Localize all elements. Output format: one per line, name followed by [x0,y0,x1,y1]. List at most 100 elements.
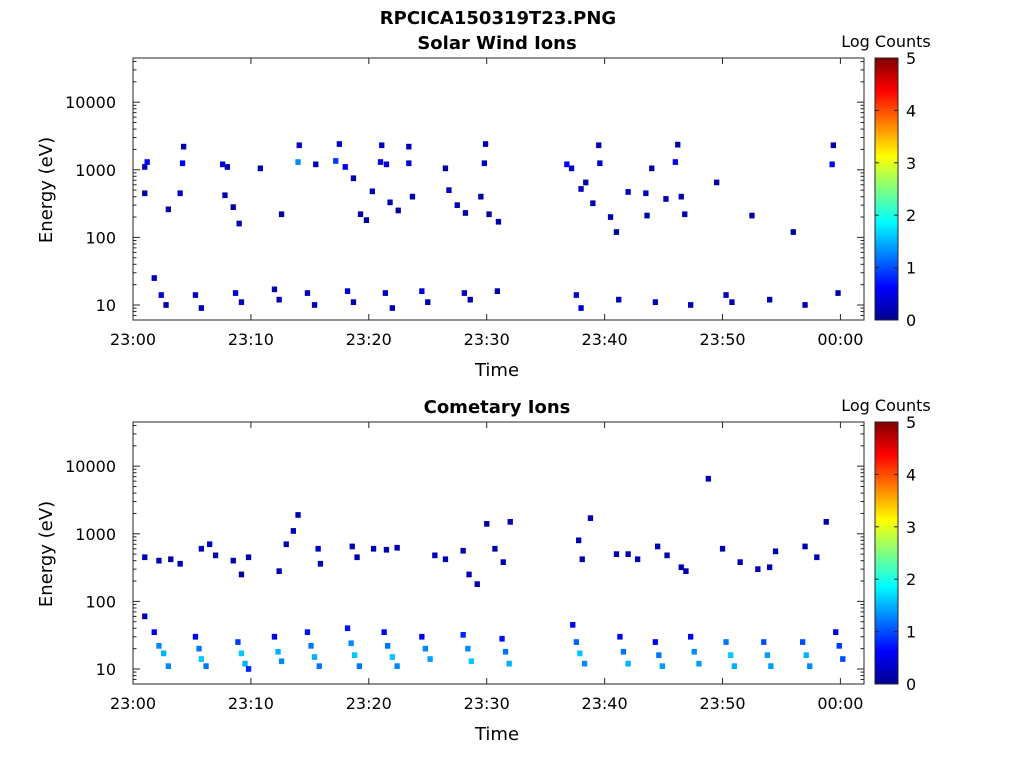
solar-wind-cell [313,161,319,168]
cometary-colorbar: 0 1 2 3 4 5 [874,413,916,694]
solar-wind-cell [363,217,370,223]
solar-wind-cell [236,220,242,227]
cometary-cell [427,656,433,662]
solar-wind-y-axis: 10 100 1000 10000 [65,60,864,321]
cometary-cell [814,554,820,561]
solar-wind-colorbar-tick-label: 3 [906,154,916,173]
cometary-cell [664,552,670,559]
cometary-cell [688,633,694,640]
cometary-cell [422,645,428,652]
cometary-cell [177,560,183,567]
solar-wind-cell [382,290,388,296]
solar-wind-cell [224,164,230,170]
solar-wind-cell [461,290,467,296]
cometary-cell [238,650,245,657]
solar-wind-cell [198,305,204,311]
solar-wind-cell [278,211,285,218]
solar-wind-x-axis: 23:00 23:10 23:20 23:30 23:40 23:50 00:00 [110,58,863,349]
cometary-cell [156,643,162,649]
solar-wind-cell [295,159,301,165]
solar-wind-x-tick-label: 23:40 [582,330,628,349]
cometary-cell [198,656,204,662]
solar-wind-y-tick-label: 1000 [75,161,116,180]
solar-wind-cell [311,302,318,308]
solar-wind-cell [644,212,650,219]
solar-wind-cell [232,290,239,296]
solar-wind-cell [336,141,342,147]
cometary-colorbar-tick-label: 2 [906,570,916,589]
cometary-cell [731,663,737,669]
cometary-cell [465,645,471,652]
cometary-cell [573,639,579,645]
cometary-cell [728,652,734,658]
cometary-x-tick-label: 00:00 [817,694,863,713]
solar-wind-cell [486,211,492,218]
cometary-cell [617,633,623,640]
cometary-cell [381,629,387,635]
solar-wind-cell [389,305,395,311]
cometary-cell [840,656,846,662]
solar-wind-xlabel: Time [474,360,519,381]
cometary-cell [506,660,512,667]
solar-wind-cell [158,292,164,298]
cometary-cell [207,541,213,548]
cometary-cell [570,622,576,628]
cometary-cell [317,560,324,567]
cometary-cell [295,512,301,518]
solar-wind-heatmap [142,141,841,311]
cometary-cell [761,639,767,645]
solar-wind-cell [379,142,385,149]
cometary-cell [705,475,711,482]
solar-wind-x-tick-label: 23:20 [346,330,392,349]
cometary-colorbar-tick-label: 0 [906,675,916,694]
cometary-cell [370,545,377,552]
solar-wind-x-tick-label: 23:10 [228,330,274,349]
solar-wind-cell [406,143,412,150]
cometary-cell [499,635,505,642]
solar-wind-colorbar-label: Log Counts [841,32,931,51]
cometary-cell [696,660,702,667]
solar-wind-cell [494,288,500,294]
solar-wind-cell [790,229,796,235]
solar-wind-cell [649,165,655,172]
cometary-cell [161,650,167,657]
cometary-cell [238,571,245,578]
solar-wind-cell [482,141,489,147]
cometary-cell [807,663,813,669]
solar-wind-ylabel: Energy (eV) [36,137,57,243]
cometary-cell [235,639,241,645]
solar-wind-cell [596,142,602,149]
cometary-cell [576,537,582,544]
cometary-cell [156,557,162,564]
cometary-y-tick-label: 1000 [75,525,116,544]
solar-wind-colorbar-tick-label: 5 [906,49,916,68]
solar-wind-cell [723,292,729,298]
solar-wind-cell [230,204,236,210]
cometary-cell [823,519,829,525]
solar-wind-cell [495,218,502,225]
solar-wind-cell [652,299,658,305]
solar-wind-colorbar-tick-label: 2 [906,206,916,225]
cometary-x-tick-label: 23:40 [582,694,628,713]
cometary-y-tick-label: 100 [85,592,116,611]
cometary-cell [577,650,583,657]
solar-wind-cell [142,164,148,170]
cometary-x-tick-label: 23:00 [110,694,156,713]
solar-wind-cell [350,299,357,305]
solar-wind-cell [616,296,622,303]
cometary-x-tick-label: 23:20 [346,694,392,713]
cometary-cell [737,559,743,565]
solar-wind-cell [257,165,263,172]
solar-wind-x-tick-label: 00:00 [817,330,863,349]
cometary-ylabel: Energy (eV) [36,501,57,607]
cometary-cell [275,648,281,655]
solar-wind-cell [672,159,678,165]
cometary-y-tick-label: 10000 [65,457,116,476]
solar-wind-cell [446,187,452,193]
solar-wind-cell [613,229,620,235]
solar-wind-cell [714,179,720,186]
cometary-cell [394,663,400,669]
solar-wind-cell [192,292,199,298]
cometary-x-axis: 23:00 23:10 23:20 23:30 23:40 23:50 00:00 [110,422,863,713]
solar-wind-cell [835,290,841,296]
